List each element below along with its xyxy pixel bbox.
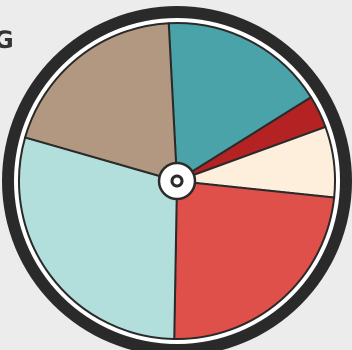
taupe-segment[interactable] [23,22,179,183]
red-segment[interactable] [173,179,336,340]
title-partial-text: G [0,26,14,54]
light-teal-segment[interactable] [18,136,179,340]
wheel-segments[interactable] [18,22,336,340]
teal-segment[interactable] [167,22,313,183]
wheel-hub-center [170,174,184,188]
